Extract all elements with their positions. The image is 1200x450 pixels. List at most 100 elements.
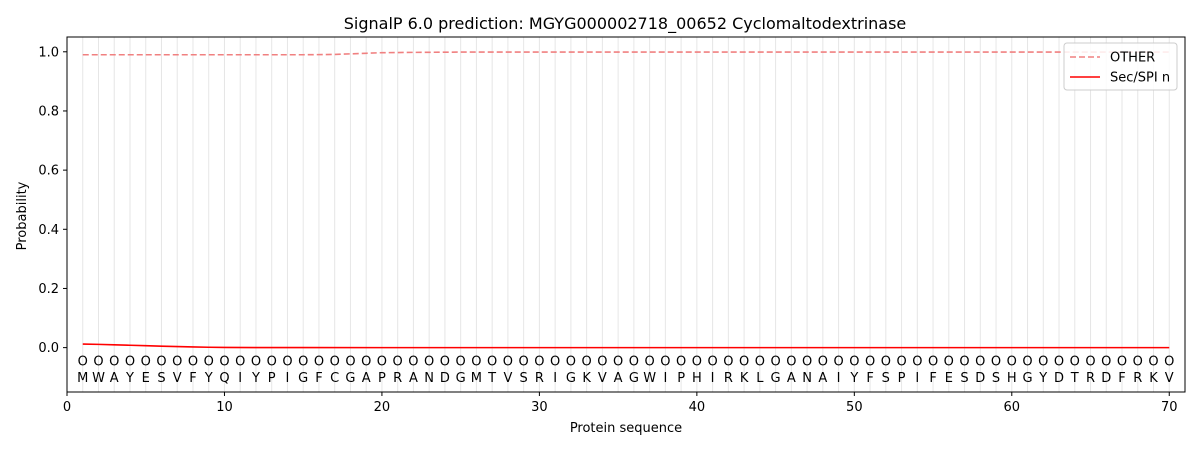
region-marker: O [770,354,780,369]
region-marker: O [865,354,875,369]
region-marker: O [660,354,670,369]
region-marker: O [298,354,308,369]
x-tick-label: 0 [63,400,71,415]
y-tick-label: 0.6 [38,164,59,179]
sequence-residue: A [818,371,827,386]
region-marker: O [456,354,466,369]
region-marker: O [582,354,592,369]
sequence-residue: F [1118,371,1125,386]
sequence-residue: R [1086,371,1095,386]
legend-label-other: OTHER [1110,51,1155,66]
region-marker: O [393,354,403,369]
region-marker: O [267,354,277,369]
sequence-residue: A [787,371,796,386]
sequence-residue: H [1007,371,1017,386]
sequence-residue: A [409,371,418,386]
series-lines [82,51,1170,349]
sequence-residue: Q [219,371,229,386]
sequence-residue: V [598,371,607,386]
sequence-residue: G [566,371,576,386]
sequence-residue: M [471,371,482,386]
x-tick-label: 70 [1161,400,1178,415]
sequence-residue: Y [849,371,858,386]
region-marker: O [755,354,765,369]
sequence-residue: E [142,371,150,386]
series-line-sec-spi-n [82,343,1170,349]
region-marker: O [991,354,1001,369]
y-tick-label: 0.8 [38,104,59,119]
y-tick-label: 0.4 [38,223,59,238]
sequence-residue: S [882,371,890,386]
sequence-residue: F [929,371,936,386]
axis-ticks: 0 10 20 30 40 50 60 70 0.0 0.2 0.4 0.6 0.8 1.0 [38,45,1177,415]
sequence-residue: I [663,371,667,386]
sequence-residue: K [582,371,591,386]
region-marker: O [424,354,434,369]
region-marker: O [78,354,88,369]
region-marker: O [204,354,214,369]
sequence-residue: M [77,371,88,386]
x-tick-label: 20 [374,400,391,415]
region-marker: O [1117,354,1127,369]
sequence-residue: I [286,371,290,386]
region-marker: O [1070,354,1080,369]
sequence-residue: F [189,371,196,386]
region-marker: O [1038,354,1048,369]
region-marker: O [1022,354,1032,369]
sequence-residue: R [724,371,733,386]
region-marker: O [487,354,497,369]
region-marker: O [881,354,891,369]
sequence-residue: N [424,371,434,386]
x-tick-label: 40 [689,400,706,415]
region-marker: O [818,354,828,369]
sequence-residue: S [992,371,1000,386]
x-tick-label: 30 [531,400,548,415]
region-marker: O [330,354,340,369]
region-marker: O [550,354,560,369]
sequence-residue: P [268,371,276,386]
sequence-residue: L [756,371,764,386]
sequence-residue: A [362,371,371,386]
sequence-residue: H [692,371,702,386]
region-marker: O [345,354,355,369]
region-marker: O [959,354,969,369]
region-marker: O [707,354,717,369]
region-marker: O [833,354,843,369]
sequence-residue: G [771,371,781,386]
sequence-residue: D [1054,371,1064,386]
sequence-residue: F [866,371,873,386]
region-marker: O [1007,354,1017,369]
region-marker: O [944,354,954,369]
sequence-residue: P [677,371,685,386]
sequence-residue: C [330,371,339,386]
region-marker: O [723,354,733,369]
sequence-residue: N [802,371,812,386]
sequence-residue: G [629,371,639,386]
region-marker: O [1101,354,1111,369]
legend-label-sec-spi-n: Sec/SPI n [1110,71,1170,86]
sequence-residue: R [1133,371,1142,386]
sequence-residue: I [553,371,557,386]
sequence-residue: G [456,371,466,386]
sequence-residue: I [915,371,919,386]
sequence-residue: V [1165,371,1174,386]
region-marker: O [1085,354,1095,369]
series-line-other [82,51,1170,56]
sequence-residue: S [157,371,165,386]
region-marker: O [692,354,702,369]
region-marker: O [361,354,371,369]
region-marker: O [912,354,922,369]
x-axis-label: Protein sequence [570,421,682,436]
x-tick-label: 50 [846,400,863,415]
sequence-residue: P [378,371,386,386]
sequence-residue: A [614,371,623,386]
region-marker: O [645,354,655,369]
region-marker: O [534,354,544,369]
sequence-residue: I [711,371,715,386]
region-marker: O [1133,354,1143,369]
sequence-residue: W [92,371,105,386]
sequence-residue: P [898,371,906,386]
sequence-residue: Y [251,371,260,386]
plot-frame [66,36,1186,393]
region-marker: O [172,354,182,369]
